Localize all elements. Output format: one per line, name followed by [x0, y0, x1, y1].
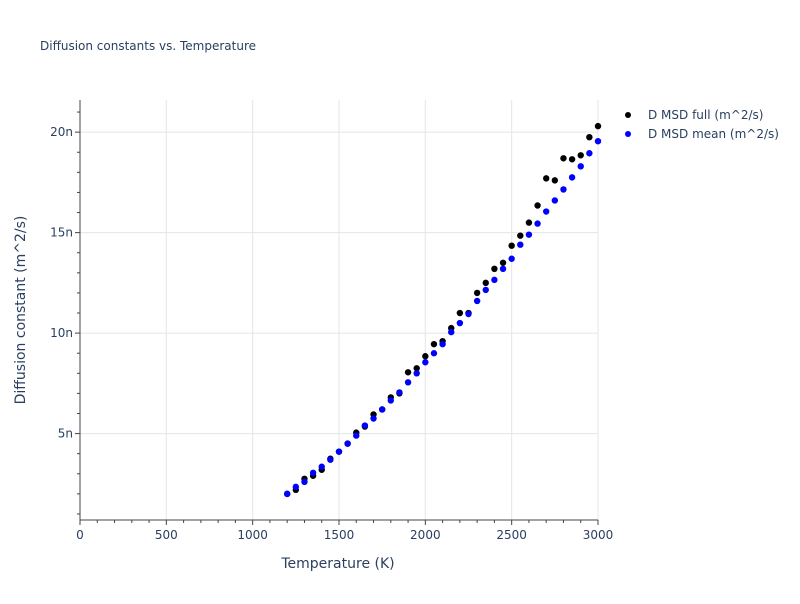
data-point[interactable] — [560, 186, 567, 193]
data-point[interactable] — [413, 365, 420, 372]
data-point[interactable] — [301, 478, 308, 486]
data-point[interactable] — [491, 265, 498, 273]
x-tick-label: 3000 — [583, 528, 614, 542]
grid-layer — [80, 100, 599, 520]
data-point[interactable] — [482, 279, 489, 287]
data-point[interactable] — [456, 309, 464, 317]
data-point[interactable] — [517, 232, 524, 239]
data-point[interactable] — [387, 397, 394, 404]
data-point[interactable] — [508, 242, 515, 249]
x-tick-label: 500 — [155, 528, 178, 542]
data-point[interactable] — [586, 150, 593, 157]
data-point[interactable] — [456, 319, 464, 327]
data-point[interactable] — [508, 255, 515, 262]
data-point[interactable] — [594, 122, 602, 130]
x-tick-label: 2500 — [496, 528, 527, 542]
data-point[interactable] — [422, 359, 429, 366]
data-point[interactable] — [370, 415, 377, 422]
data-point[interactable] — [534, 220, 541, 227]
legend-label-full: D MSD full (m^2/s) — [648, 108, 763, 122]
data-point[interactable] — [568, 156, 576, 163]
data-points-layer — [284, 122, 602, 498]
x-tick-label: 0 — [76, 528, 84, 542]
data-point[interactable] — [413, 370, 420, 377]
data-point[interactable] — [551, 177, 559, 184]
chart-title: Diffusion constants vs. Temperature — [40, 39, 256, 53]
data-point[interactable] — [448, 328, 455, 336]
data-point[interactable] — [327, 456, 334, 463]
y-tick-label: 20n — [50, 125, 73, 139]
data-point[interactable] — [517, 241, 524, 248]
data-point[interactable] — [439, 340, 446, 348]
data-point[interactable] — [344, 440, 351, 447]
data-point[interactable] — [430, 340, 438, 348]
data-point[interactable] — [568, 174, 576, 181]
data-point[interactable] — [586, 133, 593, 141]
data-point[interactable] — [353, 432, 360, 439]
data-point[interactable] — [361, 422, 369, 429]
y-axis-label: Diffusion constant (m^2/s) — [13, 216, 29, 405]
data-point[interactable] — [292, 483, 300, 491]
data-point[interactable] — [284, 490, 291, 498]
data-point[interactable] — [560, 155, 567, 162]
data-point[interactable] — [543, 175, 550, 182]
data-point[interactable] — [465, 310, 472, 318]
data-point[interactable] — [499, 265, 507, 273]
data-point[interactable] — [422, 353, 429, 360]
data-point[interactable] — [525, 231, 533, 238]
data-point[interactable] — [577, 152, 584, 159]
data-point[interactable] — [396, 389, 403, 396]
data-point[interactable] — [499, 259, 507, 266]
data-point[interactable] — [525, 219, 533, 226]
data-point[interactable] — [543, 208, 550, 215]
data-point[interactable] — [430, 350, 438, 357]
data-point[interactable] — [309, 469, 317, 476]
legend-label-mean: D MSD mean (m^2/s) — [648, 127, 779, 141]
data-point[interactable] — [404, 379, 412, 386]
legend-marker-mean — [625, 131, 631, 137]
data-point[interactable] — [404, 369, 412, 376]
x-tick-label: 2000 — [410, 528, 441, 542]
data-point[interactable] — [318, 463, 325, 470]
x-tick-label: 1500 — [324, 528, 355, 542]
data-point[interactable] — [378, 406, 386, 413]
y-tick-label: 15n — [50, 226, 73, 240]
data-point[interactable] — [594, 137, 602, 145]
data-point[interactable] — [491, 276, 498, 284]
legend-marker-full — [625, 112, 631, 118]
x-axis-label: Temperature (K) — [280, 556, 394, 572]
series-mean — [284, 137, 602, 498]
data-point[interactable] — [473, 297, 481, 305]
y-tick-label: 5n — [58, 427, 73, 441]
legend: D MSD full (m^2/s) D MSD mean (m^2/s) — [625, 108, 779, 141]
data-point[interactable] — [335, 448, 343, 455]
axes-layer: 0 500 1000 1500 2000 2500 3000 5n 10n 15n 20n — [50, 100, 613, 542]
data-point[interactable] — [534, 202, 541, 209]
data-point[interactable] — [551, 197, 559, 204]
data-point[interactable] — [473, 289, 481, 297]
x-tick-label: 1000 — [237, 528, 268, 542]
data-point[interactable] — [577, 163, 584, 170]
y-tick-label: 10n — [50, 326, 73, 340]
data-point[interactable] — [482, 286, 489, 294]
